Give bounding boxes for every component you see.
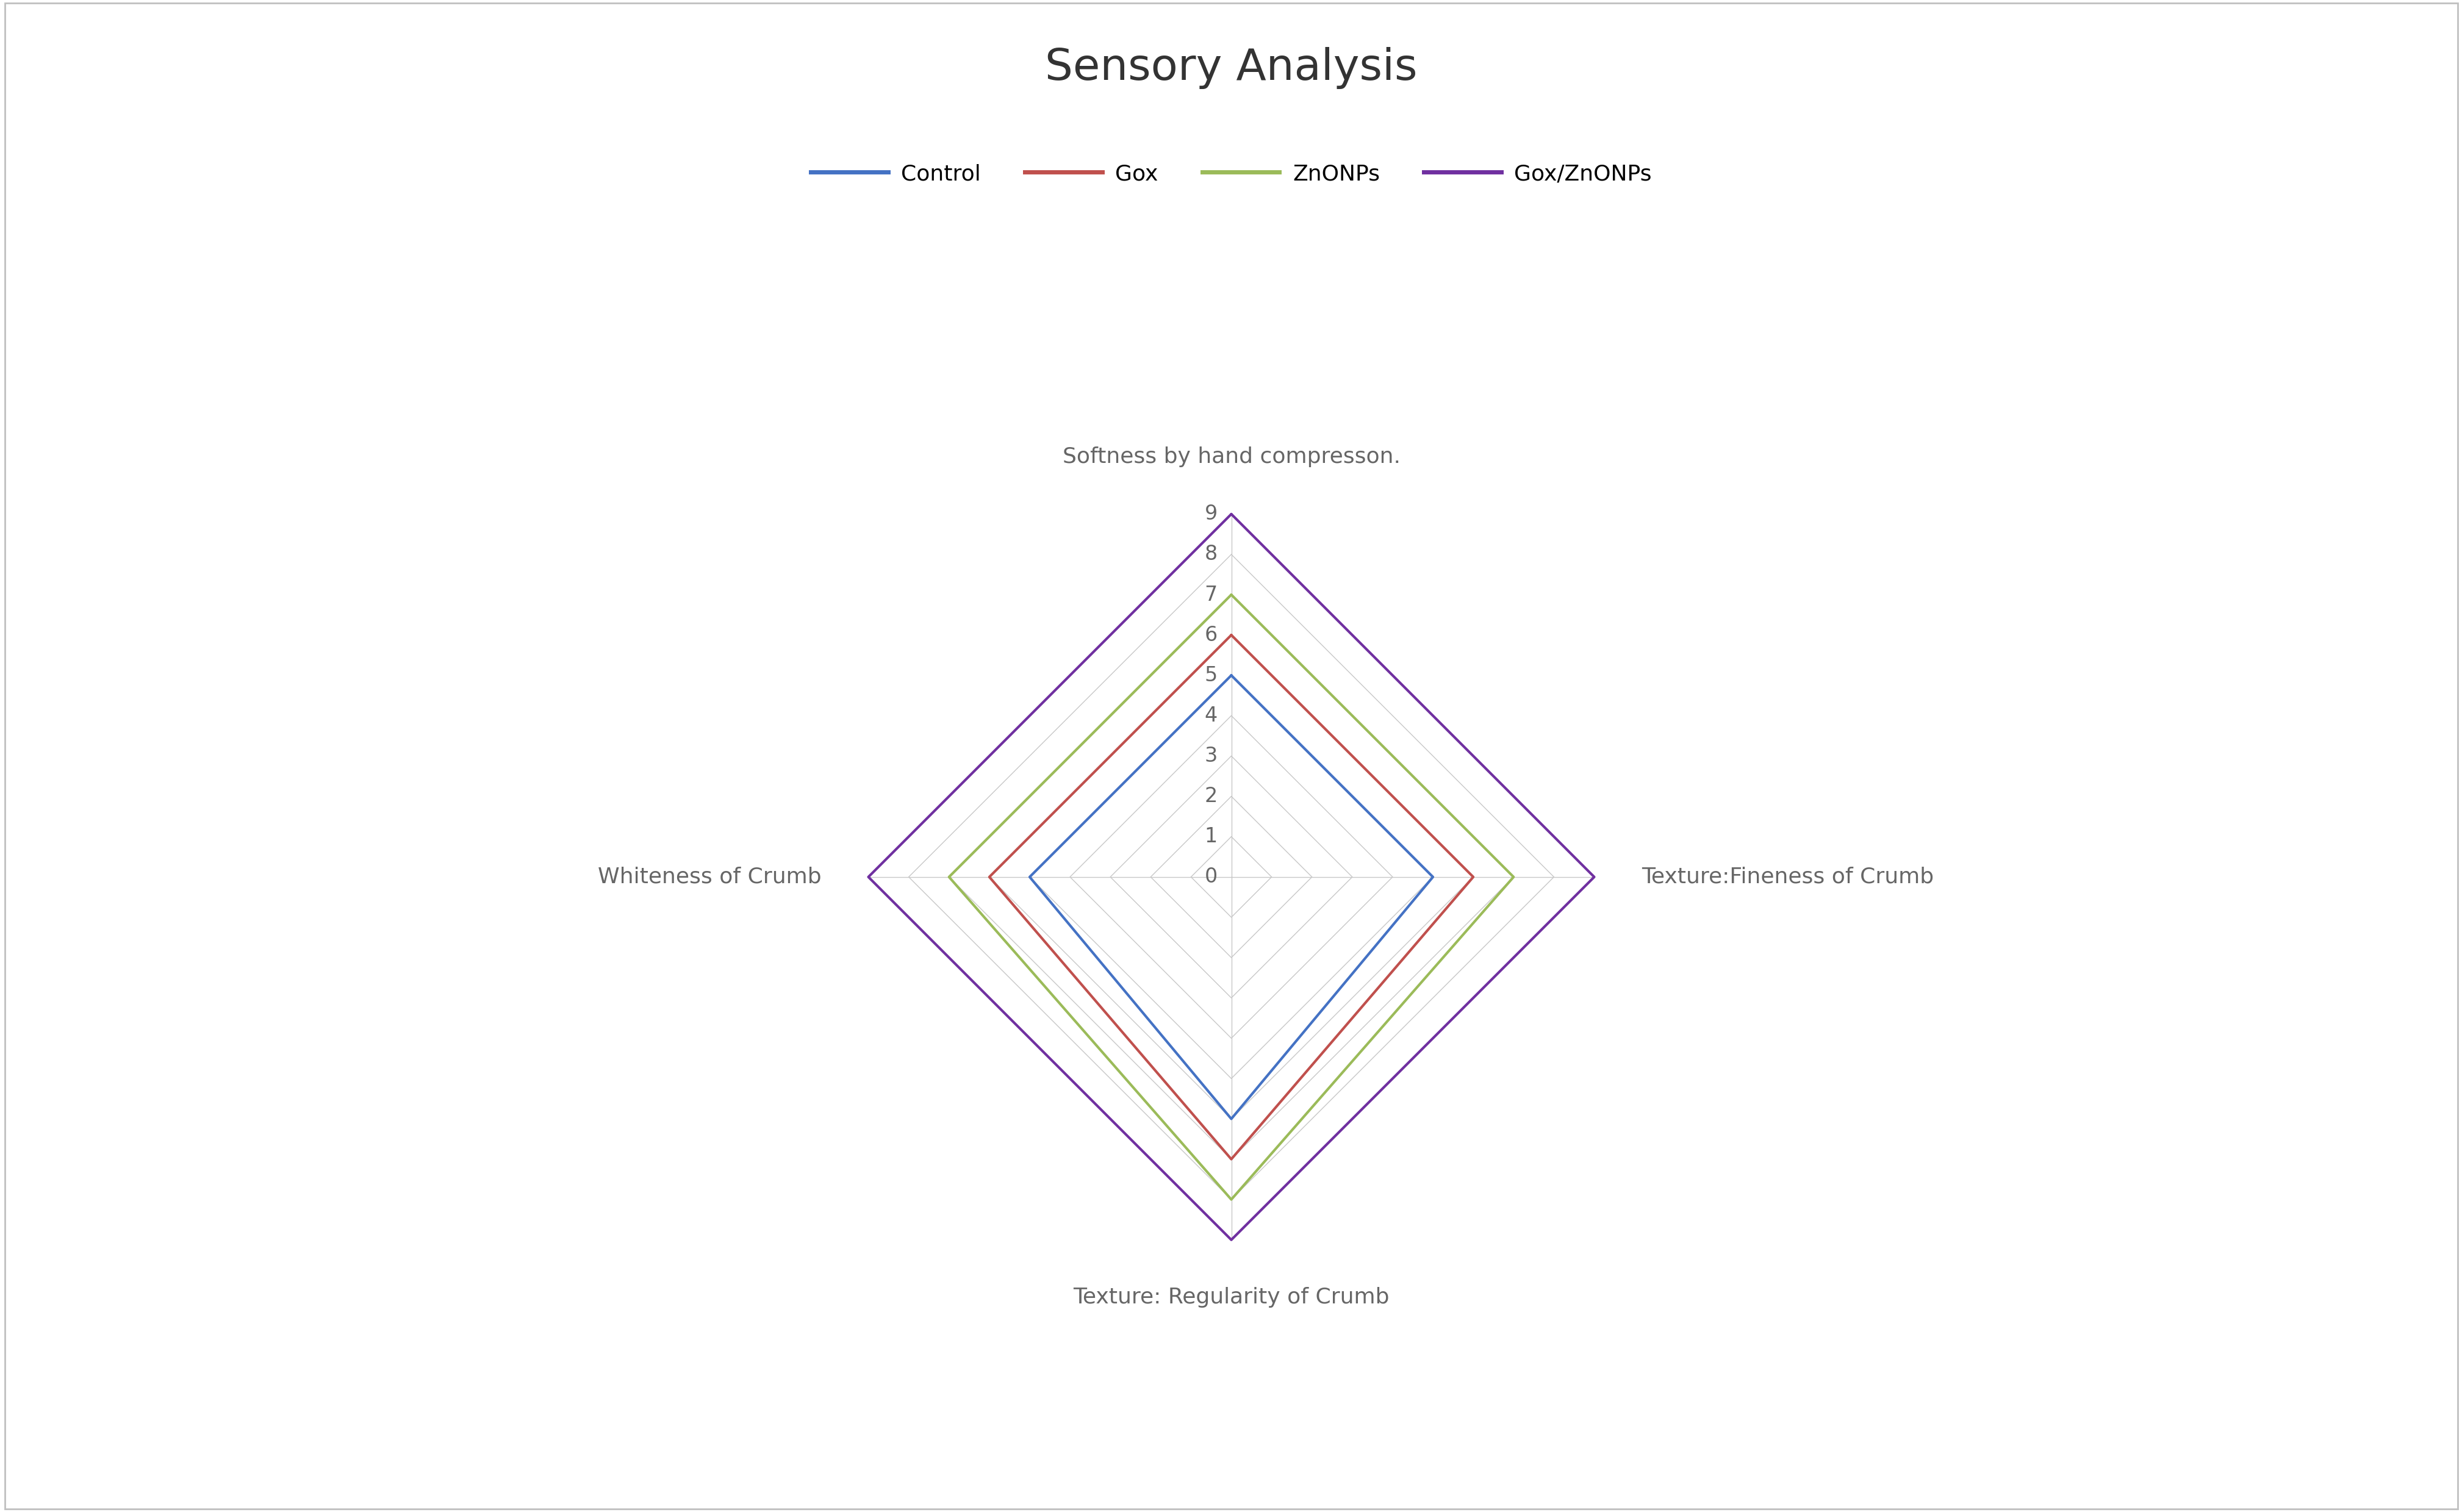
Text: 8: 8 [1204, 544, 1216, 564]
Text: 9: 9 [1204, 503, 1216, 525]
Legend: Control, Gox, ZnONPs, Gox/ZnONPs: Control, Gox, ZnONPs, Gox/ZnONPs [803, 154, 1659, 194]
Text: Whiteness of Crumb: Whiteness of Crumb [598, 866, 820, 888]
Text: 0: 0 [1204, 866, 1216, 888]
Text: Softness by hand compresson.: Softness by hand compresson. [1061, 446, 1401, 467]
Text: 3: 3 [1204, 745, 1216, 767]
Text: 6: 6 [1204, 624, 1216, 646]
Text: 2: 2 [1204, 786, 1216, 806]
Text: Texture: Regularity of Crumb: Texture: Regularity of Crumb [1073, 1287, 1389, 1308]
Text: 4: 4 [1204, 706, 1216, 726]
Text: Texture:Fineness of Crumb: Texture:Fineness of Crumb [1642, 866, 1933, 888]
Text: 7: 7 [1204, 585, 1216, 605]
Text: 5: 5 [1204, 665, 1216, 685]
Text: 1: 1 [1204, 827, 1216, 847]
Text: Sensory Analysis: Sensory Analysis [1044, 47, 1418, 89]
